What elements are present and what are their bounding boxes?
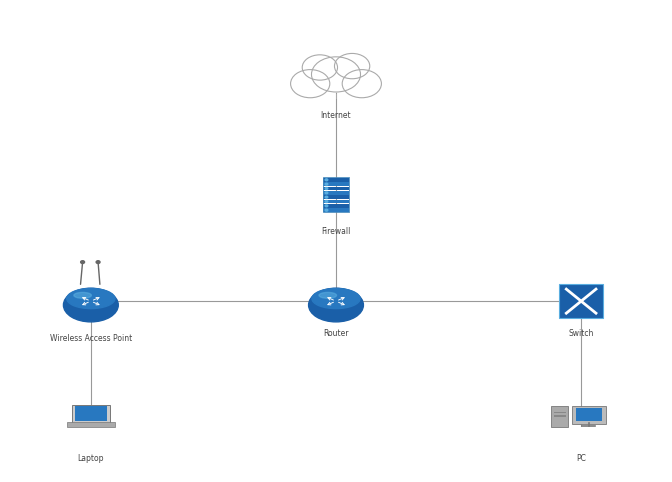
FancyBboxPatch shape <box>323 195 349 199</box>
FancyBboxPatch shape <box>572 406 605 424</box>
Text: PC: PC <box>576 454 586 463</box>
Text: Router: Router <box>323 329 349 338</box>
Circle shape <box>325 192 328 194</box>
FancyBboxPatch shape <box>323 191 349 195</box>
Circle shape <box>325 183 328 185</box>
Text: Switch: Switch <box>569 329 594 338</box>
Ellipse shape <box>74 293 91 298</box>
FancyBboxPatch shape <box>552 406 569 427</box>
Circle shape <box>312 57 360 92</box>
Text: Internet: Internet <box>321 111 351 120</box>
FancyBboxPatch shape <box>323 187 349 190</box>
FancyBboxPatch shape <box>71 405 110 423</box>
FancyBboxPatch shape <box>323 204 349 208</box>
Ellipse shape <box>67 289 115 308</box>
Ellipse shape <box>312 289 360 308</box>
Circle shape <box>335 54 370 79</box>
Circle shape <box>325 187 328 189</box>
Ellipse shape <box>63 288 118 322</box>
FancyBboxPatch shape <box>323 178 349 182</box>
FancyBboxPatch shape <box>323 200 349 203</box>
FancyBboxPatch shape <box>559 284 603 318</box>
Circle shape <box>325 209 328 211</box>
FancyBboxPatch shape <box>67 422 115 427</box>
Circle shape <box>325 196 328 198</box>
Circle shape <box>81 261 85 264</box>
FancyBboxPatch shape <box>323 182 349 186</box>
Circle shape <box>342 69 382 98</box>
Circle shape <box>96 261 100 264</box>
FancyBboxPatch shape <box>554 415 566 417</box>
FancyBboxPatch shape <box>323 208 349 212</box>
FancyBboxPatch shape <box>554 412 566 414</box>
Circle shape <box>290 69 330 98</box>
Text: Firewall: Firewall <box>321 227 351 236</box>
Circle shape <box>302 55 337 80</box>
Text: Laptop: Laptop <box>77 454 104 463</box>
FancyBboxPatch shape <box>576 408 602 421</box>
Ellipse shape <box>308 288 364 322</box>
Circle shape <box>325 201 328 202</box>
Text: Wireless Access Point: Wireless Access Point <box>50 334 132 343</box>
Circle shape <box>325 205 328 207</box>
Circle shape <box>325 179 328 181</box>
Ellipse shape <box>319 293 337 298</box>
FancyBboxPatch shape <box>75 406 107 421</box>
